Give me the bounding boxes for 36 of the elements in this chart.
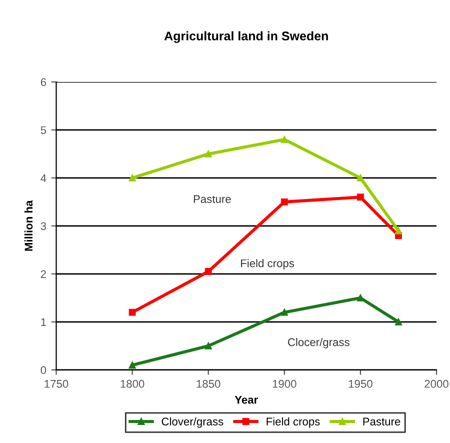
point — [356, 194, 364, 201]
annotation: Clocer/grass — [288, 338, 350, 348]
x-axis-title: Year — [234, 396, 258, 404]
point — [204, 150, 212, 158]
point — [128, 362, 136, 369]
point — [280, 198, 288, 206]
point — [280, 308, 288, 316]
point — [128, 174, 136, 182]
point — [395, 227, 402, 234]
point — [128, 308, 136, 316]
y-tick-label: 5 — [40, 126, 46, 134]
y-axis-title: Million ha — [24, 200, 33, 251]
y-tick-label: 6 — [40, 78, 46, 86]
legend-label: Clover/grass — [162, 417, 224, 428]
chart-title: Agricultural land in Sweden — [164, 31, 328, 43]
x-tick-label: 1900 — [272, 380, 296, 388]
x-tick-label: 1750 — [44, 380, 68, 388]
legend-label: Field crops — [266, 417, 320, 428]
x-tick-label: 1800 — [120, 380, 144, 388]
y-tick-label: 0 — [40, 366, 46, 374]
legend-label: Pasture — [363, 418, 400, 426]
point — [395, 318, 402, 326]
annotation: Pasture — [194, 195, 231, 203]
x-tick-label: 1850 — [196, 380, 220, 388]
point — [356, 174, 364, 182]
point — [204, 268, 212, 275]
x-tick-label: 2000 — [424, 380, 448, 388]
annotation: Field crops — [241, 259, 294, 270]
point — [356, 294, 364, 302]
y-tick-label: 2 — [40, 270, 46, 278]
point — [280, 136, 288, 144]
y-tick-label: 1 — [41, 318, 46, 326]
point — [204, 342, 212, 350]
y-tick-label: 4 — [40, 174, 46, 182]
y-tick-label: 3 — [40, 222, 46, 230]
x-tick-label: 1950 — [348, 380, 372, 388]
